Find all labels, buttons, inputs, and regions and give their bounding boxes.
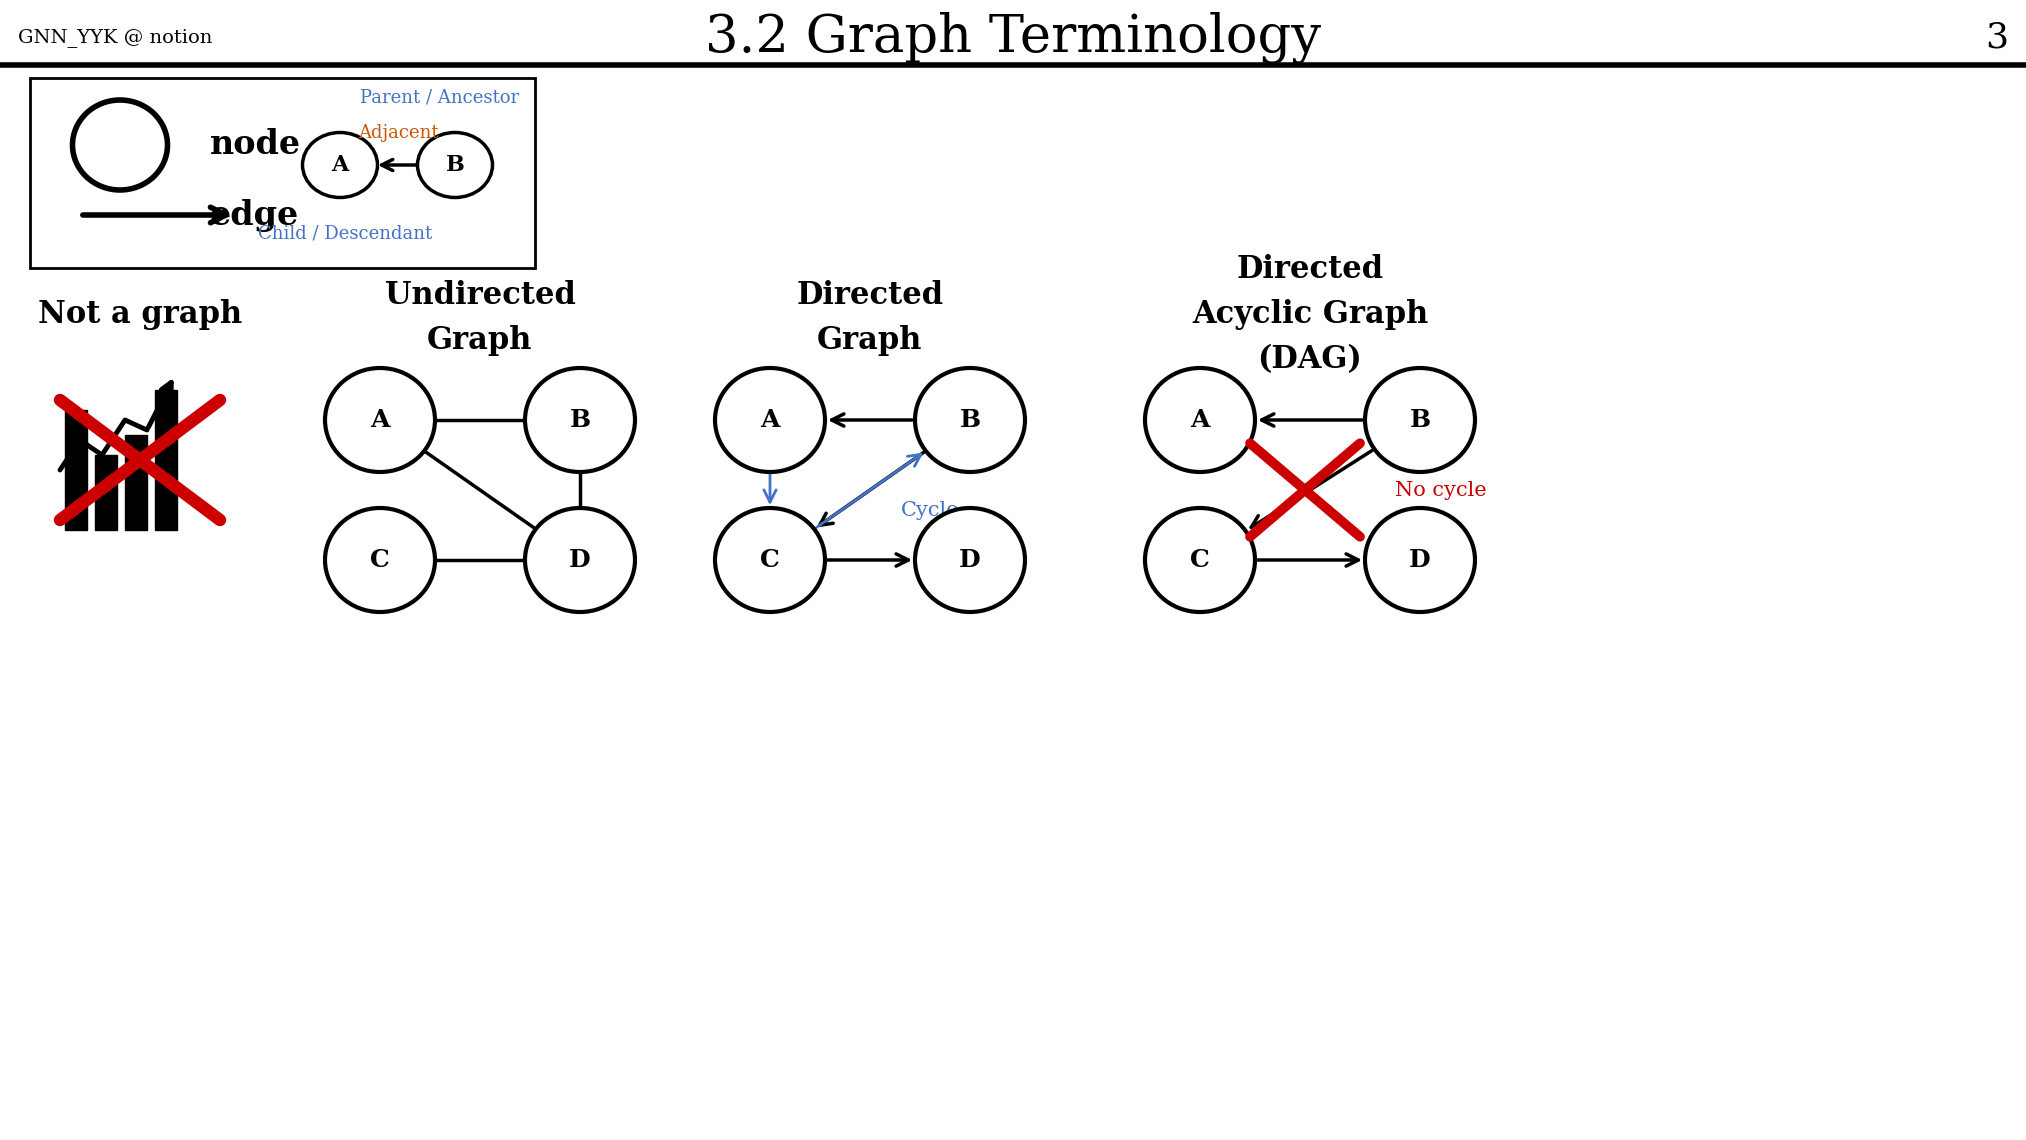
Text: Acyclic Graph: Acyclic Graph bbox=[1191, 300, 1428, 331]
Ellipse shape bbox=[1145, 508, 1254, 612]
Text: Directed: Directed bbox=[796, 279, 944, 310]
Text: B: B bbox=[1410, 408, 1430, 432]
Text: C: C bbox=[1189, 548, 1210, 572]
Bar bbox=[156, 390, 176, 530]
Text: D: D bbox=[1410, 548, 1430, 572]
Text: Parent / Ancestor: Parent / Ancestor bbox=[361, 89, 519, 107]
Text: B: B bbox=[960, 408, 981, 432]
Ellipse shape bbox=[916, 508, 1025, 612]
Ellipse shape bbox=[715, 508, 825, 612]
Ellipse shape bbox=[324, 368, 436, 472]
Text: C: C bbox=[760, 548, 780, 572]
Text: 3: 3 bbox=[1985, 21, 2008, 55]
Ellipse shape bbox=[715, 368, 825, 472]
Ellipse shape bbox=[1366, 368, 1475, 472]
Bar bbox=[95, 455, 118, 530]
Ellipse shape bbox=[324, 508, 436, 612]
Ellipse shape bbox=[525, 508, 634, 612]
Text: edge: edge bbox=[211, 198, 300, 231]
Text: Graph: Graph bbox=[816, 325, 922, 356]
Text: Directed: Directed bbox=[1236, 254, 1384, 285]
Text: GNN_YYK @ notion: GNN_YYK @ notion bbox=[18, 28, 213, 48]
Text: B: B bbox=[446, 154, 464, 176]
Ellipse shape bbox=[1145, 368, 1254, 472]
Text: Cycle: Cycle bbox=[902, 500, 960, 520]
Text: D: D bbox=[958, 548, 981, 572]
Ellipse shape bbox=[73, 100, 168, 190]
Text: Undirected: Undirected bbox=[385, 279, 575, 310]
Text: A: A bbox=[332, 154, 348, 176]
Ellipse shape bbox=[1366, 508, 1475, 612]
Text: A: A bbox=[371, 408, 389, 432]
Ellipse shape bbox=[417, 132, 492, 197]
Text: Child / Descendant: Child / Descendant bbox=[257, 223, 432, 242]
Text: B: B bbox=[569, 408, 590, 432]
Ellipse shape bbox=[302, 132, 377, 197]
Ellipse shape bbox=[916, 368, 1025, 472]
Text: Not a graph: Not a graph bbox=[38, 300, 243, 331]
Text: 3.2 Graph Terminology: 3.2 Graph Terminology bbox=[705, 13, 1321, 64]
Text: (DAG): (DAG) bbox=[1258, 344, 1361, 375]
Text: node: node bbox=[211, 129, 302, 162]
Ellipse shape bbox=[525, 368, 634, 472]
Text: No cycle: No cycle bbox=[1396, 480, 1487, 499]
Bar bbox=[126, 435, 148, 530]
Text: A: A bbox=[1189, 408, 1210, 432]
Text: Graph: Graph bbox=[427, 325, 533, 356]
Bar bbox=[65, 410, 87, 530]
Text: A: A bbox=[760, 408, 780, 432]
Text: C: C bbox=[371, 548, 389, 572]
Text: Adjacent: Adjacent bbox=[359, 124, 438, 142]
Text: D: D bbox=[569, 548, 592, 572]
Bar bbox=[30, 78, 535, 268]
